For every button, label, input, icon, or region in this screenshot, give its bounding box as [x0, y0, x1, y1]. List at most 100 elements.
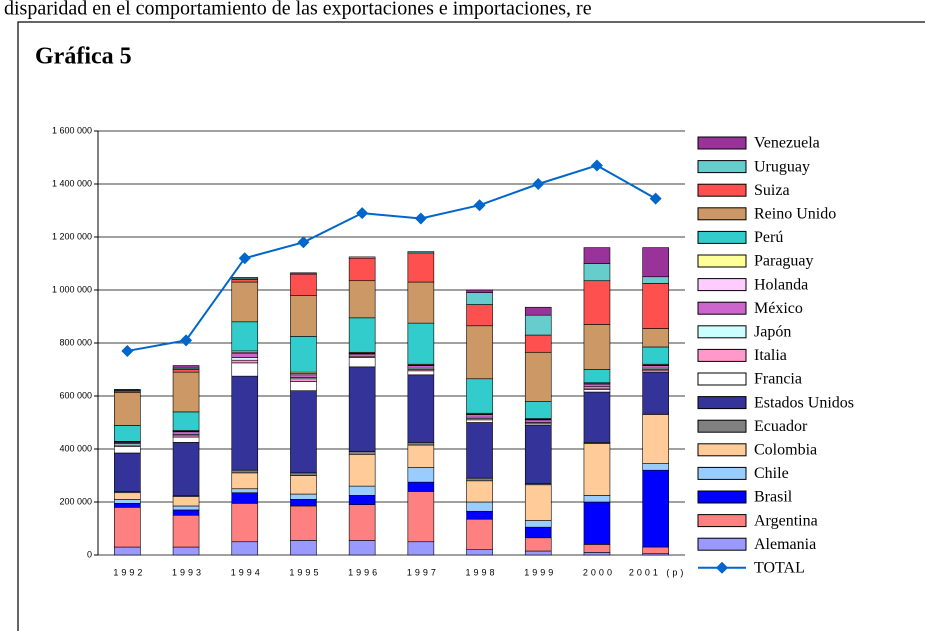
bar-segment — [642, 371, 669, 414]
bar-segment — [231, 321, 259, 352]
bar-segment — [172, 369, 200, 373]
bar-segment — [466, 325, 493, 380]
y-tick-label: 600 000 — [59, 390, 92, 400]
bar-segment — [114, 503, 141, 508]
bar-segment — [290, 378, 317, 382]
legend-swatch — [697, 207, 747, 221]
bar-segment — [583, 280, 611, 325]
legend-swatch — [697, 160, 747, 174]
bar-segment — [407, 491, 435, 543]
total-marker — [532, 178, 545, 190]
y-tick-label: 200 000 — [59, 496, 92, 506]
bar-segment — [583, 501, 611, 545]
bar-segment — [290, 336, 317, 373]
header-text: disparidad en el comportamiento de las e… — [4, 0, 592, 20]
legend-label: Perú — [754, 229, 783, 246]
bar-segment — [407, 322, 435, 365]
y-tick-label: 1 600 000 — [52, 125, 92, 135]
bar-segment — [583, 324, 611, 370]
bar-segment — [348, 317, 376, 353]
bar-segment — [407, 541, 435, 556]
bar-segment — [524, 520, 552, 528]
bar-segment — [642, 463, 669, 471]
legend-label: Chile — [754, 465, 789, 482]
bar-segment — [524, 537, 552, 552]
legend-marker — [716, 561, 728, 574]
bar-segment — [290, 294, 317, 337]
bar-segment — [642, 414, 669, 464]
bar-segment — [114, 492, 141, 500]
bar-segment — [642, 247, 669, 278]
bar-segment — [524, 419, 552, 423]
bar-segment — [114, 506, 141, 548]
bar-segment — [583, 247, 611, 264]
bar-segment — [642, 469, 669, 548]
bar-segment — [466, 518, 493, 550]
legend-label: Colombia — [754, 441, 817, 458]
bar-segment — [172, 496, 200, 507]
bar-segment — [524, 550, 552, 556]
bar-segment — [524, 351, 552, 402]
bar-segment — [348, 366, 376, 452]
x-tick-label: 1997 — [407, 567, 439, 577]
bar-segment — [114, 452, 141, 492]
bar-segment — [172, 371, 200, 413]
x-tick-label: 1992 — [113, 567, 145, 577]
legend-swatch — [697, 514, 747, 528]
legend-swatch — [697, 443, 747, 457]
bar-segment — [524, 400, 552, 419]
bar-segment — [290, 390, 317, 474]
bar-segment — [290, 475, 317, 495]
chart-title: Gráfica 5 — [35, 44, 132, 70]
bar-segment — [348, 256, 376, 259]
total-marker — [590, 159, 603, 172]
bar-segment — [466, 292, 493, 305]
bar-segment — [231, 469, 259, 474]
bar-segment — [231, 279, 259, 283]
bar-segment — [466, 378, 493, 414]
bar-segment — [290, 472, 317, 476]
legend-label: TOTAL — [754, 559, 805, 576]
frame — [17, 21, 925, 631]
legend-swatch — [697, 254, 747, 268]
bar-segment — [583, 383, 611, 388]
bar-segment — [348, 540, 376, 556]
bar-segment — [583, 389, 611, 393]
bar-segment — [524, 314, 552, 336]
legend-swatch — [697, 278, 747, 292]
bar-segment — [524, 306, 552, 316]
x-tick-label: 2000 — [583, 567, 615, 577]
bar-segment — [466, 414, 493, 418]
y-tick-label: 800 000 — [59, 337, 92, 347]
bar-segment — [231, 375, 259, 471]
bar-segment — [583, 263, 611, 282]
bar-segment — [407, 467, 435, 483]
bar-segment — [348, 495, 376, 505]
legend-label: Paraguay — [754, 253, 814, 270]
bar-segment — [290, 540, 317, 556]
y-tick-label: 1 000 000 — [52, 284, 92, 294]
bar-segment — [231, 357, 259, 361]
x-tick-label: 1993 — [172, 567, 204, 577]
bar-segment — [114, 425, 141, 442]
bar-segment — [348, 280, 376, 319]
total-marker — [121, 344, 134, 357]
bar-segment — [583, 369, 611, 384]
bar-segment — [407, 251, 435, 254]
bar-segment — [290, 381, 317, 391]
legend-swatch — [697, 396, 747, 410]
legend-swatch — [697, 230, 747, 244]
bar-segment — [290, 505, 317, 541]
bar-segment — [466, 549, 493, 556]
bar-segment — [290, 272, 317, 275]
bar-segment — [114, 446, 141, 454]
bar-segment — [583, 443, 611, 496]
legend-swatch — [697, 183, 747, 197]
total-line — [121, 159, 662, 357]
total-marker — [473, 199, 486, 212]
bar-segment — [114, 391, 141, 426]
bar-segment — [642, 283, 669, 329]
total-marker — [414, 212, 427, 225]
bar-segment — [407, 442, 435, 446]
bar-segment — [642, 546, 669, 554]
